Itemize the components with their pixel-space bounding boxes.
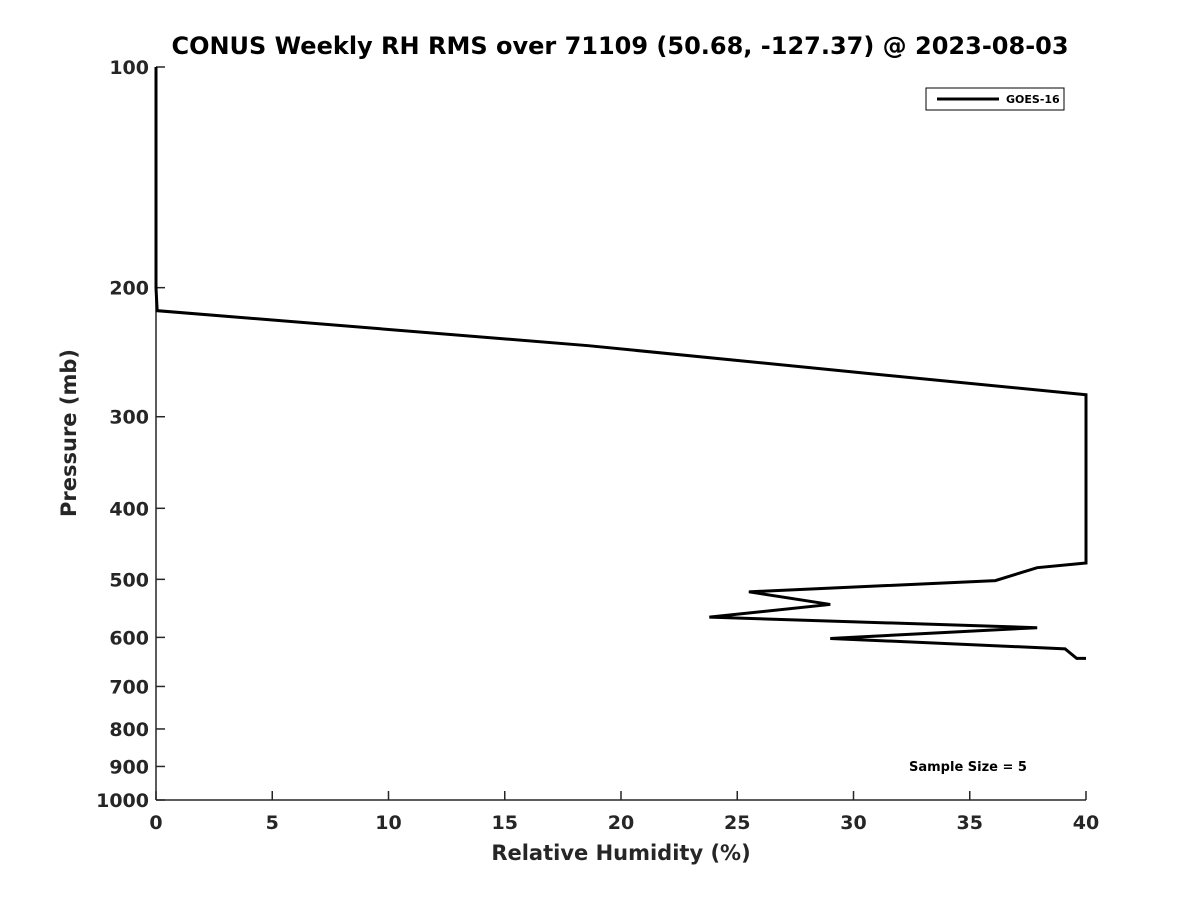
chart-title: CONUS Weekly RH RMS over 71109 (50.68, -…	[171, 32, 1068, 60]
x-tick-label: 35	[957, 812, 983, 834]
y-tick-label: 100	[109, 57, 149, 79]
y-tick-label: 700	[109, 676, 149, 698]
series-line-goes-16	[154, 67, 1088, 660]
y-axis-ticks: 100 200 300 400 500 600 700 800 900 1000	[96, 57, 165, 812]
x-tick-label: 10	[375, 812, 401, 834]
y-tick-label: 400	[109, 498, 149, 520]
legend: GOES-16	[925, 87, 1065, 111]
x-tick-label: 25	[724, 812, 750, 834]
y-tick-label: 1000	[96, 790, 149, 812]
x-tick-label: 5	[266, 812, 279, 834]
y-tick-label: 600	[109, 627, 149, 649]
y-axis-label: Pressure (mb)	[57, 349, 81, 517]
x-tick-label: 0	[149, 812, 162, 834]
y-tick-label: 300	[109, 407, 149, 429]
x-tick-label: 40	[1073, 812, 1099, 834]
y-tick-label: 800	[109, 719, 149, 741]
x-tick-label: 30	[840, 812, 866, 834]
x-tick-label: 15	[492, 812, 518, 834]
x-axis-ticks: 0 5 10 15 20 25 30 35 40	[149, 791, 1099, 834]
plot-area: 0 5 10 15 20 25 30 35 40 100 200 300 400 500 600 700 80…	[96, 57, 1099, 834]
x-axis-label: Relative Humidity (%)	[491, 841, 750, 865]
legend-entry-goes-16: GOES-16	[1006, 93, 1060, 106]
series-layer	[154, 67, 1088, 660]
x-tick-label: 20	[608, 812, 634, 834]
y-tick-label: 500	[109, 569, 149, 591]
sample-size-annotation: Sample Size = 5	[909, 760, 1027, 775]
y-tick-label: 200	[109, 278, 149, 300]
y-tick-label: 900	[109, 756, 149, 778]
